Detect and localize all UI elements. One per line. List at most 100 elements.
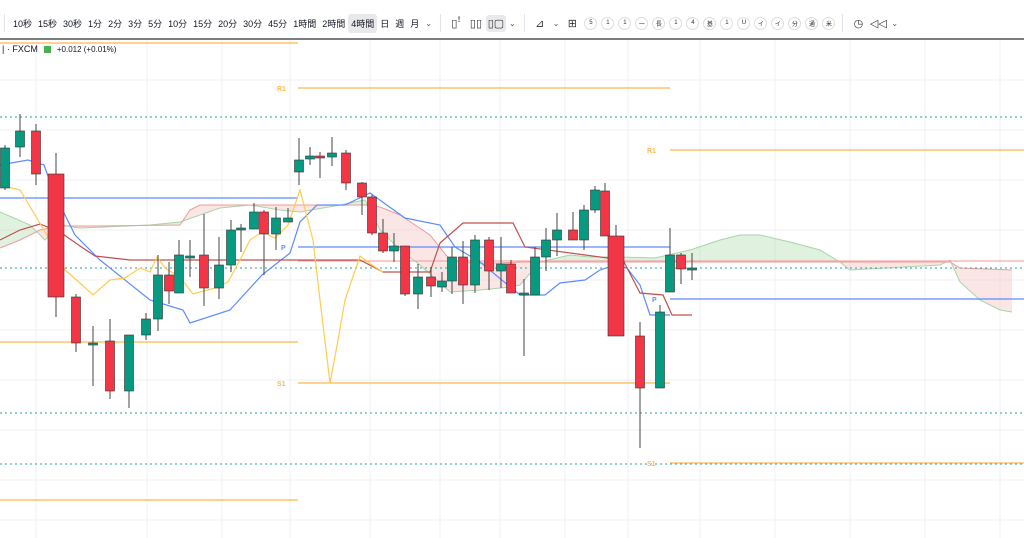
pivot-label: R1: [647, 148, 656, 155]
timeframe-17[interactable]: 月: [410, 18, 420, 29]
timeframe-8[interactable]: 15分: [193, 18, 213, 29]
candle-bullish: [88, 342, 98, 346]
candle-bearish: [635, 335, 645, 389]
candle-bearish: [71, 296, 81, 344]
cloud-bearish: [872, 262, 876, 269]
timeframe-4[interactable]: 2分: [108, 18, 123, 29]
hollow-candle-icon[interactable]: ▯▢: [485, 14, 506, 32]
timeframe-3[interactable]: 1分: [88, 18, 103, 29]
cloud-bearish: [204, 205, 208, 214]
candle-bearish: [426, 276, 436, 287]
indicators-chevron-down-icon[interactable]: ⌄: [552, 18, 560, 28]
candle-bearish: [31, 130, 41, 175]
candle-bullish: [185, 255, 195, 259]
timeframe-6[interactable]: 5分: [148, 18, 163, 29]
cloud-bullish: [816, 248, 820, 262]
cloud-bearish: [400, 215, 404, 253]
cloud-bearish: [428, 233, 432, 276]
price-chart[interactable]: R1 S1 P R1 S1 P: [0, 40, 1024, 538]
timeframe-9[interactable]: 20分: [218, 18, 238, 29]
cloud-bearish: [308, 205, 312, 211]
window-top: [0, 0, 1024, 8]
timeframe-13[interactable]: 2時間: [322, 18, 346, 29]
timeframe-10[interactable]: 30分: [243, 18, 263, 29]
cloud-bearish: [288, 205, 292, 212]
timeframe-15[interactable]: 日: [380, 18, 390, 29]
indicator-badge[interactable]: U: [737, 16, 751, 30]
candle-chart-icon[interactable]: ▯▯: [469, 17, 483, 30]
cloud-bearish: [1000, 269, 1004, 311]
alert-add-icon[interactable]: ◷: [853, 17, 864, 30]
cloud-bullish: [808, 246, 812, 262]
candle-bullish: [294, 159, 304, 173]
indicator-badge[interactable]: 基: [703, 16, 717, 30]
timeframe-11[interactable]: 45分: [268, 18, 288, 29]
candle-bearish: [367, 196, 377, 234]
indicator-badge[interactable]: 通: [805, 16, 819, 30]
candle-bullish: [249, 211, 259, 230]
chart-toolbar: 10秒 15秒 30秒 1分 2分 3分 5分 10分 15分 20分 30分 45分 1時間 2時間 4時…: [0, 8, 1024, 38]
cloud-bullish: [728, 237, 732, 262]
cloud-bullish: [784, 240, 788, 262]
candle-bullish: [327, 152, 337, 158]
timeframe-5[interactable]: 3分: [128, 18, 143, 29]
cloud-bearish: [192, 207, 196, 218]
timeframe-chevron-down-icon[interactable]: ⌄: [425, 18, 432, 28]
cloud-bearish: [480, 263, 484, 290]
layout-grid-icon[interactable]: ⊞: [567, 17, 577, 30]
replay-chevron-down-icon[interactable]: ⌄: [891, 18, 899, 28]
toolbar-divider: [842, 14, 844, 32]
cloud-bearish: [396, 213, 400, 250]
cloud-bearish: [968, 268, 972, 293]
timeframe-1[interactable]: 15秒: [38, 18, 58, 29]
cloud-bearish: [892, 262, 896, 268]
indicator-badge[interactable]: 長: [652, 16, 666, 30]
cloud-bullish: [788, 241, 792, 262]
indicator-badge[interactable]: 1: [618, 16, 632, 30]
cloud-bearish: [852, 262, 856, 270]
cloud-bullish: [780, 239, 784, 262]
replay-icon[interactable]: ◁◁: [869, 17, 887, 30]
toolbar-bottom-border: [0, 38, 1024, 40]
timeframe-2[interactable]: 30秒: [63, 18, 83, 29]
candle-bullish: [124, 334, 134, 392]
candle-bearish: [105, 340, 115, 392]
indicator-badge[interactable]: 分: [788, 16, 802, 30]
timeframe-16[interactable]: 週: [395, 18, 405, 29]
cloud-bullish: [712, 241, 716, 262]
pivot-label: P: [281, 245, 286, 252]
cloud-bullish: [796, 243, 800, 262]
timeframe-14[interactable]: 4時間: [348, 13, 378, 33]
candle-bullish: [174, 254, 184, 294]
cloud-bearish: [964, 268, 968, 290]
cloud-bearish: [376, 206, 380, 230]
timeframe-0[interactable]: 10秒: [13, 18, 33, 29]
chart-type-chevron-down-icon[interactable]: ⌄: [508, 18, 516, 28]
bar-chart-icon[interactable]: ▯ꜝ: [451, 17, 461, 30]
indicator-badge[interactable]: 米: [822, 16, 836, 30]
pivot-label: S1: [647, 461, 656, 468]
indicator-badge[interactable]: 1: [601, 16, 615, 30]
timeframe-12[interactable]: 1時間: [293, 18, 317, 29]
candle-bullish: [389, 245, 399, 252]
timeframe-7[interactable]: 10分: [168, 18, 188, 29]
indicator-badge[interactable]: 1: [669, 16, 683, 30]
cloud-bearish: [420, 228, 424, 269]
symbol-legend: | · FXCM +0.012 (+0.01%): [2, 44, 116, 54]
indicator-badge[interactable]: 5: [584, 16, 598, 30]
cloud-bearish: [316, 205, 320, 210]
indicator-badge[interactable]: イ: [754, 16, 768, 30]
indicators-icon[interactable]: ⊿: [535, 17, 545, 30]
indicator-badge[interactable]: 1: [720, 16, 734, 30]
cloud-bullish: [704, 244, 708, 262]
indicator-badge[interactable]: イ: [771, 16, 785, 30]
pivot-label: S1: [277, 381, 286, 388]
cloud-bullish: [692, 248, 696, 262]
cloud-bullish: [804, 245, 808, 262]
cloud-bearish: [992, 269, 996, 308]
cloud-bearish: [200, 205, 204, 215]
indicator-badge[interactable]: 一: [635, 16, 649, 30]
cloud-bullish: [8, 215, 12, 245]
indicator-badge[interactable]: 4: [686, 16, 700, 30]
cloud-bearish: [1008, 269, 1012, 312]
